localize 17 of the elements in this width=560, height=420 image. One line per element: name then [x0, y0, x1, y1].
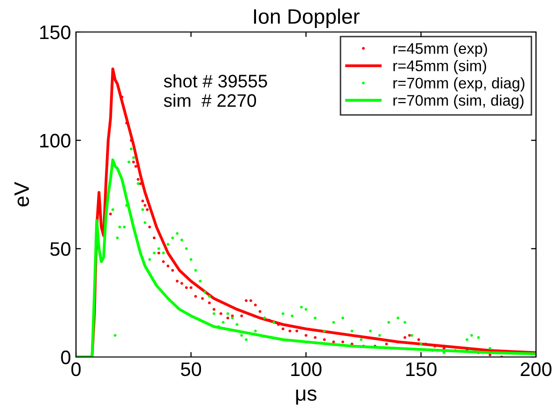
x-axis-title: μs	[296, 389, 316, 405]
x-tick-label: 100	[291, 362, 322, 376]
x-tick-label: 50	[180, 362, 202, 376]
y-axis-title: eV	[14, 182, 30, 206]
x-tick-label: 150	[406, 362, 436, 376]
y-tick-label: 100	[40, 134, 70, 148]
annotation: shot # 39555 sim # 2270	[164, 74, 268, 107]
y-tick-label: 150	[40, 25, 70, 40]
x-tick-label: 200	[520, 362, 552, 376]
y-tick-label: 50	[50, 242, 70, 256]
legend-label: r=45mm (sim)	[393, 60, 486, 74]
legend-label: r=70mm (sim, diag)	[393, 94, 524, 109]
legend-label: r=45mm (exp)	[393, 42, 487, 57]
y-tick-label: 0	[61, 350, 70, 364]
x-tick-label: 0	[71, 362, 81, 376]
chart-title: Ion Doppler	[254, 8, 360, 28]
legend-label: r=70mm (exp, diag)	[393, 77, 524, 92]
